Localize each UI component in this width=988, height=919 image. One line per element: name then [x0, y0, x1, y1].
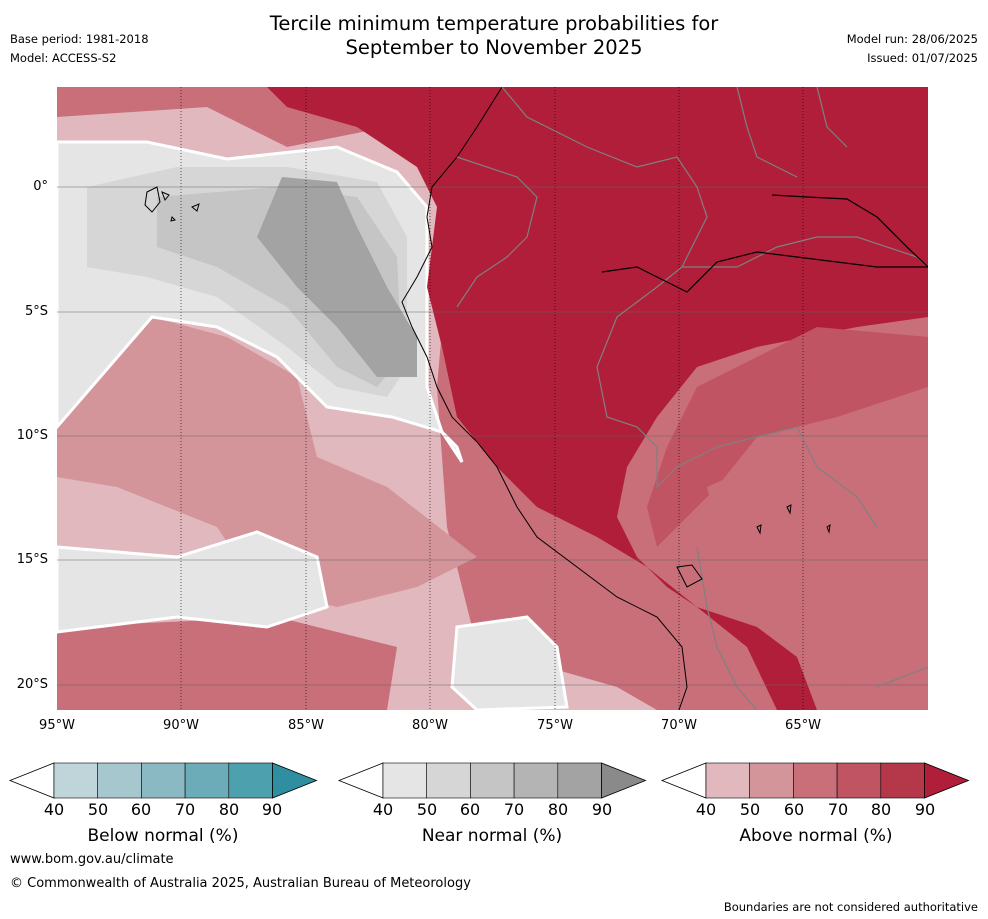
colorbar-segment	[382, 762, 428, 799]
colorbar-segment	[426, 762, 471, 799]
colorbar-segment	[836, 762, 882, 799]
colorbar-strip	[8, 762, 970, 799]
near-normal-title: Near normal (%)	[421, 826, 563, 846]
title-line-2: September to November 2025	[345, 36, 643, 59]
colorbar-segment	[184, 762, 230, 799]
above-normal-colorbar	[660, 762, 970, 799]
lat-label-5s: 5°S	[24, 304, 48, 319]
coastline	[401, 87, 688, 710]
map-title: Tercile minimum temperature probabilitie…	[0, 12, 988, 60]
cb2-tick-90: 90	[914, 800, 936, 819]
colorbar-segment	[53, 762, 99, 799]
colorbar-high-extension	[601, 762, 647, 799]
colorbar-high-extension	[924, 762, 970, 799]
cb0-tick-40: 40	[43, 800, 65, 819]
above-normal-80-region	[647, 327, 928, 547]
cb1-tick-70: 70	[503, 800, 525, 819]
amazon-river	[601, 251, 928, 293]
cb0-tick-80: 80	[218, 800, 240, 819]
near-normal-colorbar	[337, 762, 647, 799]
colorbar-segment	[470, 762, 515, 799]
lon-label-65w: 65°W	[785, 718, 821, 733]
colorbar-segment	[705, 762, 751, 799]
title-line-1: Tercile minimum temperature probabilitie…	[269, 12, 719, 35]
above-normal-70-region	[707, 397, 928, 710]
colorbar-segment	[97, 762, 142, 799]
near-normal-southeast-region	[450, 615, 569, 710]
cb0-tick-50: 50	[87, 800, 109, 819]
probability-map	[57, 87, 928, 710]
colorbar-low-extension	[337, 762, 384, 799]
lat-label-0: 0°	[33, 179, 48, 194]
lon-label-85w: 85°W	[288, 718, 324, 733]
lat-label-15s: 15°S	[16, 552, 48, 567]
lon-label-95w: 95°W	[39, 718, 75, 733]
lon-label-70w: 70°W	[661, 718, 697, 733]
graticule	[57, 87, 928, 710]
cb1-tick-80: 80	[547, 800, 569, 819]
colorbar-high-extension	[272, 762, 318, 799]
cb0-tick-70: 70	[174, 800, 196, 819]
cb2-tick-60: 60	[783, 800, 805, 819]
cb0-tick-60: 60	[130, 800, 152, 819]
lon-label-75w: 75°W	[537, 718, 573, 733]
base-period-label: Base period: 1981-2018	[10, 32, 149, 46]
colorbar-low-extension	[8, 762, 55, 799]
lat-label-20s: 20°S	[16, 677, 48, 692]
cb2-tick-70: 70	[827, 800, 849, 819]
cb1-tick-40: 40	[372, 800, 394, 819]
colorbar-segment	[141, 762, 186, 799]
above-normal-50-ocean-region	[57, 317, 477, 607]
inland-lakes	[756, 504, 831, 535]
colorbar-segment	[749, 762, 794, 799]
cb1-tick-60: 60	[459, 800, 481, 819]
river-north	[771, 194, 928, 268]
cb1-tick-90: 90	[591, 800, 613, 819]
cb2-tick-50: 50	[739, 800, 761, 819]
model-label: Model: ACCESS-S2	[10, 51, 117, 65]
near-normal-south-region	[57, 530, 329, 634]
lat-label-10s: 10°S	[16, 428, 48, 443]
cb2-tick-40: 40	[695, 800, 717, 819]
above-normal-60-south-region	[57, 617, 397, 710]
near-normal-80-region	[257, 177, 417, 377]
model-run-label: Model run: 28/06/2025	[846, 32, 978, 46]
galapagos-islands	[144, 186, 200, 222]
below-normal-colorbar	[8, 762, 318, 799]
website-link[interactable]: www.bom.gov.au/climate	[10, 852, 174, 867]
colorbar-segment	[513, 762, 559, 799]
colorbar-segment	[557, 762, 602, 799]
boundaries-disclaimer: Boundaries are not considered authoritat…	[723, 900, 978, 914]
above-normal-title: Above normal (%)	[739, 826, 893, 846]
colorbar-segment	[793, 762, 838, 799]
above-normal-90-region	[267, 87, 928, 710]
lon-label-90w: 90°W	[163, 718, 199, 733]
cb2-tick-80: 80	[870, 800, 892, 819]
colorbar-segment	[228, 762, 273, 799]
cb1-tick-50: 50	[416, 800, 438, 819]
colorbar-low-extension	[660, 762, 707, 799]
lake-titicaca	[676, 564, 703, 588]
copyright-notice: © Commonwealth of Australia 2025, Austra…	[10, 876, 471, 891]
below-normal-title: Below normal (%)	[87, 826, 239, 846]
lon-label-80w: 80°W	[412, 718, 448, 733]
issued-label: Issued: 01/07/2025	[867, 51, 978, 65]
cb0-tick-90: 90	[261, 800, 283, 819]
colorbar-segment	[880, 762, 925, 799]
